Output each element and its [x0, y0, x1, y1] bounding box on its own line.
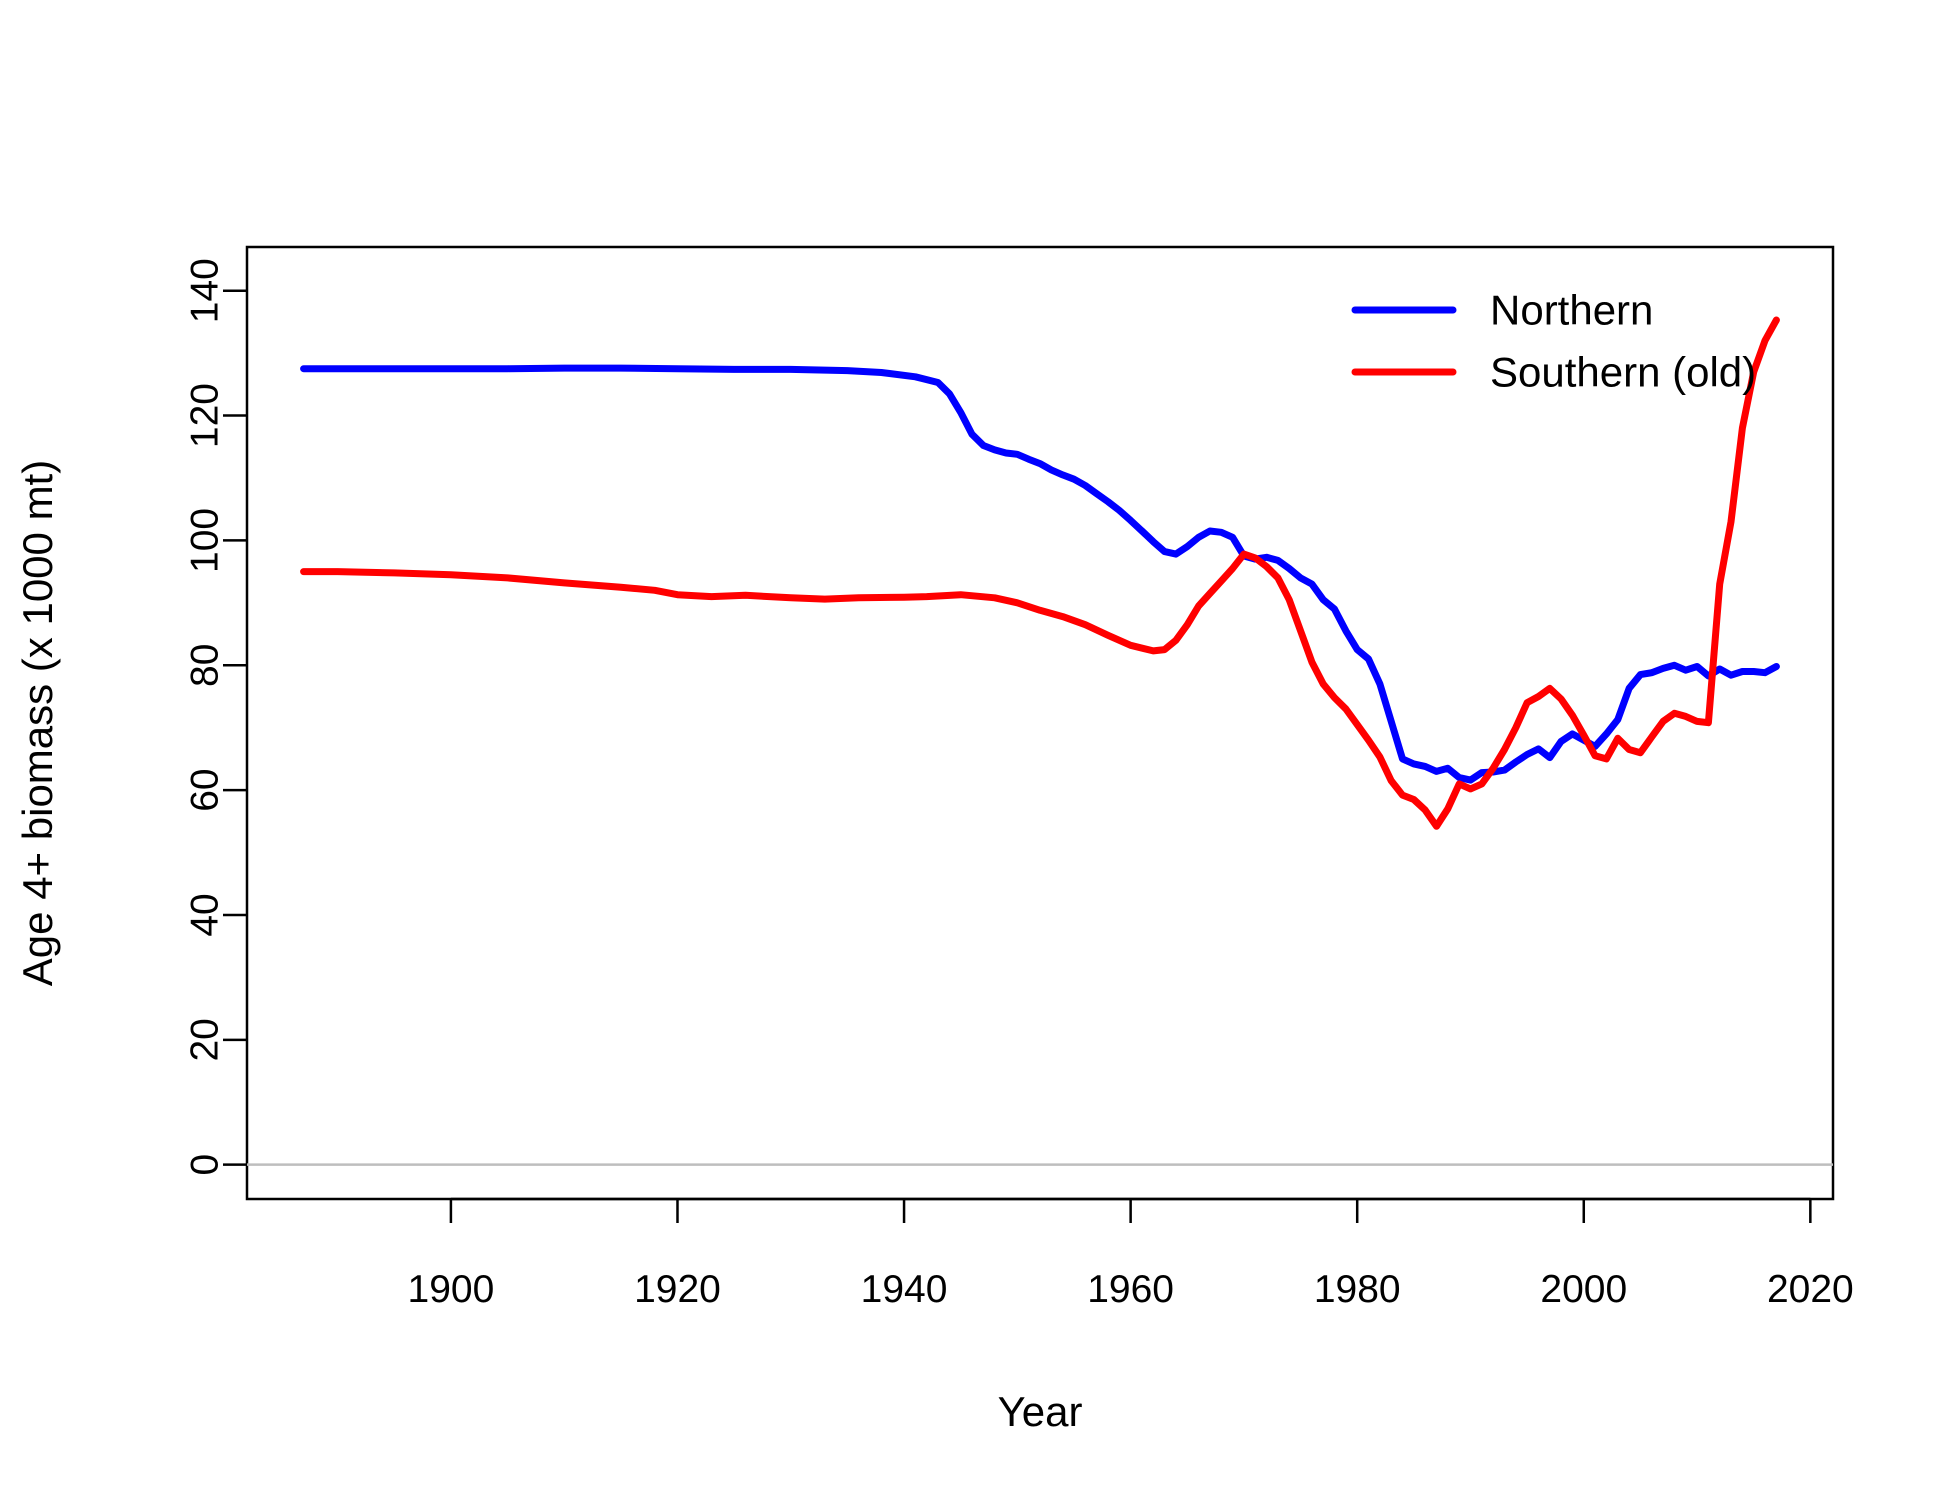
series-layer	[300, 316, 1780, 830]
y-tick-label: 100	[184, 508, 227, 573]
y-tick-label: 60	[184, 768, 227, 811]
x-tick-label: 1940	[861, 1268, 948, 1311]
y-tick-label: 40	[184, 893, 227, 936]
y-axis-title: Age 4+ biomass (x 1000 mt)	[14, 460, 61, 986]
x-axis: 1900 1920 1940 1960 1980 2000 2020	[408, 1197, 1854, 1311]
series-line-northern	[300, 364, 1780, 784]
x-tick-label: 2020	[1767, 1268, 1854, 1311]
x-tick-label: 1960	[1087, 1268, 1174, 1311]
series-line-southern-old	[300, 316, 1780, 830]
legend: Northern Southern (old)	[1351, 287, 1756, 396]
y-tick-label: 140	[184, 258, 227, 323]
x-axis-title: Year	[998, 1388, 1083, 1435]
y-tick-label: 80	[184, 644, 227, 687]
legend-label: Northern	[1490, 287, 1653, 334]
y-tick-label: 120	[184, 383, 227, 448]
x-tick-label: 2000	[1540, 1268, 1627, 1311]
y-tick-label: 0	[184, 1154, 227, 1176]
y-axis: 0 20 40 60 80 100 120 140	[184, 258, 247, 1176]
x-tick-label: 1980	[1314, 1268, 1401, 1311]
x-tick-label: 1920	[634, 1268, 721, 1311]
x-tick-label: 1900	[408, 1268, 495, 1311]
y-tick-label: 20	[184, 1018, 227, 1061]
legend-label: Southern (old)	[1490, 349, 1756, 396]
